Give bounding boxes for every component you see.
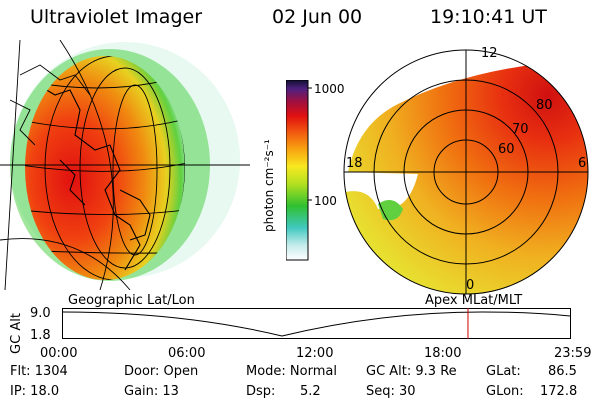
alt-xtick-0000: 00:00 [40,346,78,361]
colorbar-tick-100: 100 [314,194,337,208]
instrument-title: Ultraviolet Imager [30,6,203,28]
date-label: 02 Jun 00 [272,6,363,28]
geographic-map-label: Geographic Lat/Lon [68,293,195,308]
mlat-label-80: 80 [536,98,553,113]
gain-value: Gain: 13 [124,384,179,399]
gc-alt-value: GC Alt: 9.3 Re [366,364,457,379]
mlat-label-70: 70 [512,122,529,137]
mlt-label-12: 12 [481,46,498,61]
time-label: 19:10:41 UT [430,6,547,28]
dsp-value: 5.2 [300,384,321,399]
geographic-globe-image [0,40,250,290]
polar-mlat-mlt-plot [343,49,589,295]
glon-label: GLon: [486,384,524,399]
ip-value: IP: 18.0 [10,384,60,399]
colorbar-unit-label: photon cm⁻²s⁻¹ [262,139,276,232]
mlt-label-6: 6 [578,156,587,171]
glon-value: 172.8 [540,384,578,399]
dsp-label: Dsp: [246,384,276,399]
alt-xtick-1200: 12:00 [296,346,334,361]
mlat-label-60: 60 [498,142,515,157]
alt-xtick-2359: 23:59 [554,346,592,361]
colorbar [286,80,312,261]
alt-ytick-1-8: 1.8 [30,328,51,343]
alt-xtick-0600: 06:00 [168,346,206,361]
apex-map-label: Apex MLat/MLT [425,293,523,308]
alt-xtick-1800: 18:00 [424,346,462,361]
colorbar-tick-1000: 1000 [314,82,345,96]
glat-value: 86.5 [548,364,577,379]
mlt-label-0: 0 [466,278,475,293]
glat-label: GLat: [486,364,521,379]
flt-value: Flt: 1304 [10,364,68,379]
alt-ytick-9: 9.0 [30,306,51,321]
mode-value: Mode: Normal [246,364,337,379]
seq-value: Seq: 30 [366,384,416,399]
gc-alt-axis-label: GC Alt [8,313,24,354]
door-value: Door: Open [124,364,199,379]
altitude-plot [62,308,571,339]
mlt-label-18: 18 [346,156,363,171]
